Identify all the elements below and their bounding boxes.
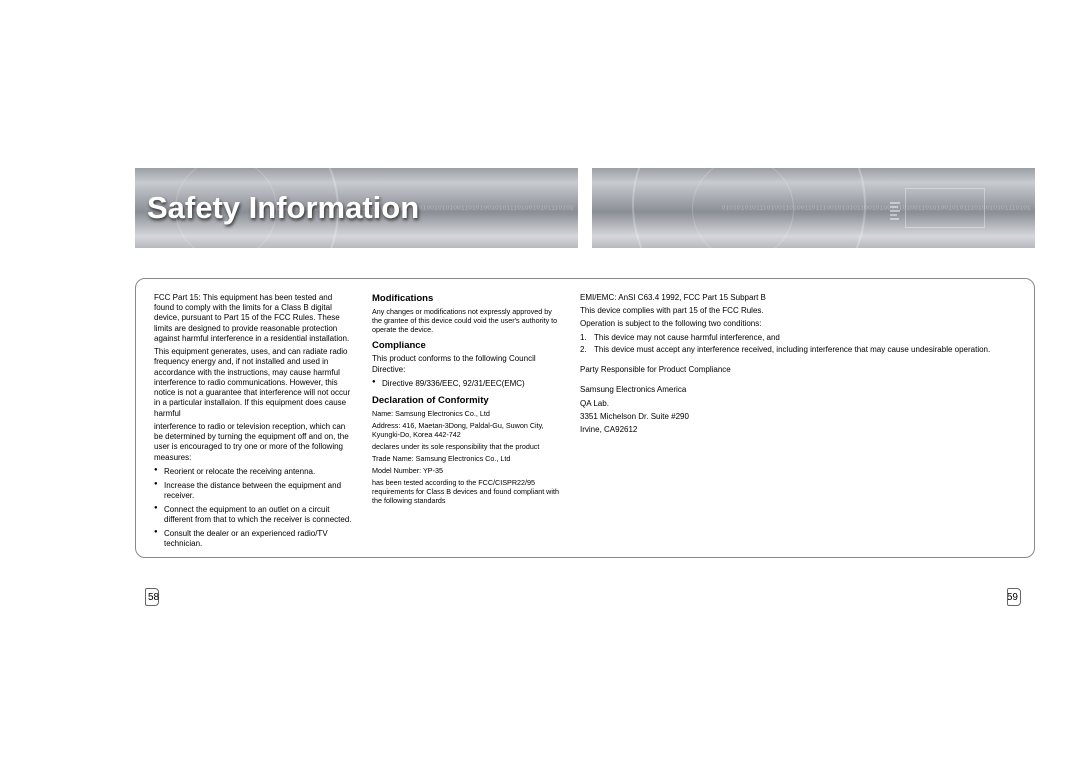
resp-street: 3351 Michelson Dr. Suite #290 bbox=[580, 412, 1016, 422]
fcc-interference: This equipment generates, uses, and can … bbox=[154, 347, 354, 419]
page-title: Safety Information bbox=[147, 190, 419, 226]
decl-address: Address: 416, Maetan-3Dong, Paldal-Gu, S… bbox=[372, 421, 562, 439]
fcc-measures-intro: interference to radio or television rece… bbox=[154, 422, 354, 463]
conditions-intro: Operation is subject to the following tw… bbox=[580, 319, 1016, 329]
decl-statement: declares under its sole responsibility t… bbox=[372, 442, 562, 451]
column-1: FCC Part 15: This equipment has been tes… bbox=[154, 293, 354, 543]
fcc-intro: FCC Part 15: This equipment has been tes… bbox=[154, 293, 354, 344]
measure-item: Consult the dealer or an experienced rad… bbox=[154, 529, 354, 549]
measure-item: Reorient or relocate the receiving anten… bbox=[154, 467, 354, 477]
banner-left-panel: 0101010101110100110100110111001010101100… bbox=[135, 168, 578, 248]
condition-item: This device must accept any interference… bbox=[580, 345, 1016, 355]
column-2: Modifications Any changes or modificatio… bbox=[372, 293, 562, 543]
responsible-heading: Party Responsible for Product Compliance bbox=[580, 365, 1016, 375]
measure-item: Increase the distance between the equipm… bbox=[154, 481, 354, 501]
directive-item: Directive 89/336/EEC, 92/31/EEC(EMC) bbox=[372, 379, 562, 389]
decorative-rect bbox=[905, 188, 985, 228]
measures-list: Reorient or relocate the receiving anten… bbox=[154, 467, 354, 549]
modifications-text: Any changes or modifications not express… bbox=[372, 307, 562, 334]
heading-modifications: Modifications bbox=[372, 293, 562, 305]
directive-list: Directive 89/336/EEC, 92/31/EEC(EMC) bbox=[372, 379, 562, 389]
measure-item: Connect the equipment to an outlet on a … bbox=[154, 505, 354, 525]
decorative-bars bbox=[890, 202, 900, 220]
heading-compliance: Compliance bbox=[372, 340, 562, 352]
page-num: 58 bbox=[148, 592, 159, 603]
conditions-list: This device may not cause harmful interf… bbox=[580, 333, 1016, 355]
header-banner: 0101010101110100110100110111001010101100… bbox=[135, 168, 1035, 248]
resp-company: Samsung Electronics America bbox=[580, 385, 1016, 395]
page-number-left: 58 bbox=[148, 592, 159, 603]
heading-declaration: Declaration of Conformity bbox=[372, 395, 562, 407]
decl-trade: Trade Name: Samsung Electronics Co., Ltd bbox=[372, 454, 562, 463]
content-frame: FCC Part 15: This equipment has been tes… bbox=[135, 278, 1035, 558]
page-number-right: 59 bbox=[1007, 592, 1018, 603]
decl-tested: has been tested according to the FCC/CIS… bbox=[372, 478, 562, 505]
resp-city: Irvine, CA92612 bbox=[580, 425, 1016, 435]
emi-emc-line: EMI/EMC: AnSI C63.4 1992, FCC Part 15 Su… bbox=[580, 293, 1016, 303]
book-icon bbox=[1007, 588, 1021, 606]
manual-spread: 0101010101110100110100110111001010101100… bbox=[0, 0, 1080, 763]
compliance-text: This product conforms to the following C… bbox=[372, 354, 562, 374]
fcc-complies: This device complies with part 15 of the… bbox=[580, 306, 1016, 316]
decl-model: Model Number: YP-35 bbox=[372, 466, 562, 475]
resp-lab: QA Lab. bbox=[580, 399, 1016, 409]
condition-item: This device may not cause harmful interf… bbox=[580, 333, 1016, 343]
column-3: EMI/EMC: AnSI C63.4 1992, FCC Part 15 Su… bbox=[580, 293, 1016, 543]
banner-right-panel: 0101010101110100110100110111001010101100… bbox=[592, 168, 1035, 248]
decl-name: Name: Samsung Electronics Co., Ltd bbox=[372, 409, 562, 418]
